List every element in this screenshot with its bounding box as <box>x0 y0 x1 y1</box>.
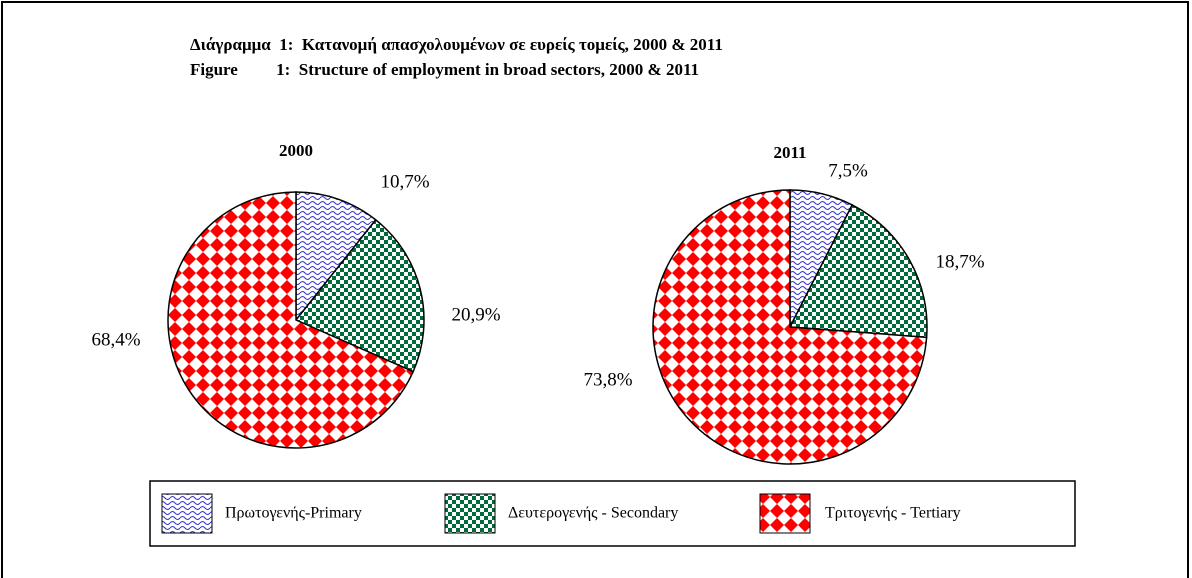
chart-title: Διάγραμμα 1: Κατανομή απασχολουμένων σε … <box>190 35 723 54</box>
chart-title: Figure 1: Structure of employment in bro… <box>190 60 699 79</box>
pie-slice <box>167 191 415 449</box>
data-label: 18,7% <box>935 251 984 272</box>
data-label: 7,5% <box>828 160 868 181</box>
data-label: 68,4% <box>91 329 140 350</box>
legend-swatch <box>444 493 496 534</box>
pie-title: 2011 <box>773 143 806 162</box>
data-label: 20,9% <box>451 304 500 325</box>
legend <box>149 480 1076 547</box>
legend-label: Τριτογενής - Tertiary <box>825 505 961 522</box>
pie-slice <box>788 203 928 339</box>
pie-title: 2000 <box>279 141 313 160</box>
legend-swatch <box>161 493 213 534</box>
pie-slice <box>295 191 377 323</box>
pie-slice <box>652 189 928 465</box>
legend-swatch <box>759 493 811 534</box>
legend-label: Δευτερογενής - Secondary <box>508 505 678 522</box>
legend-label: Πρωτογενής-Primary <box>225 505 362 522</box>
data-label: 10,7% <box>380 171 429 192</box>
data-label: 73,8% <box>583 369 632 390</box>
